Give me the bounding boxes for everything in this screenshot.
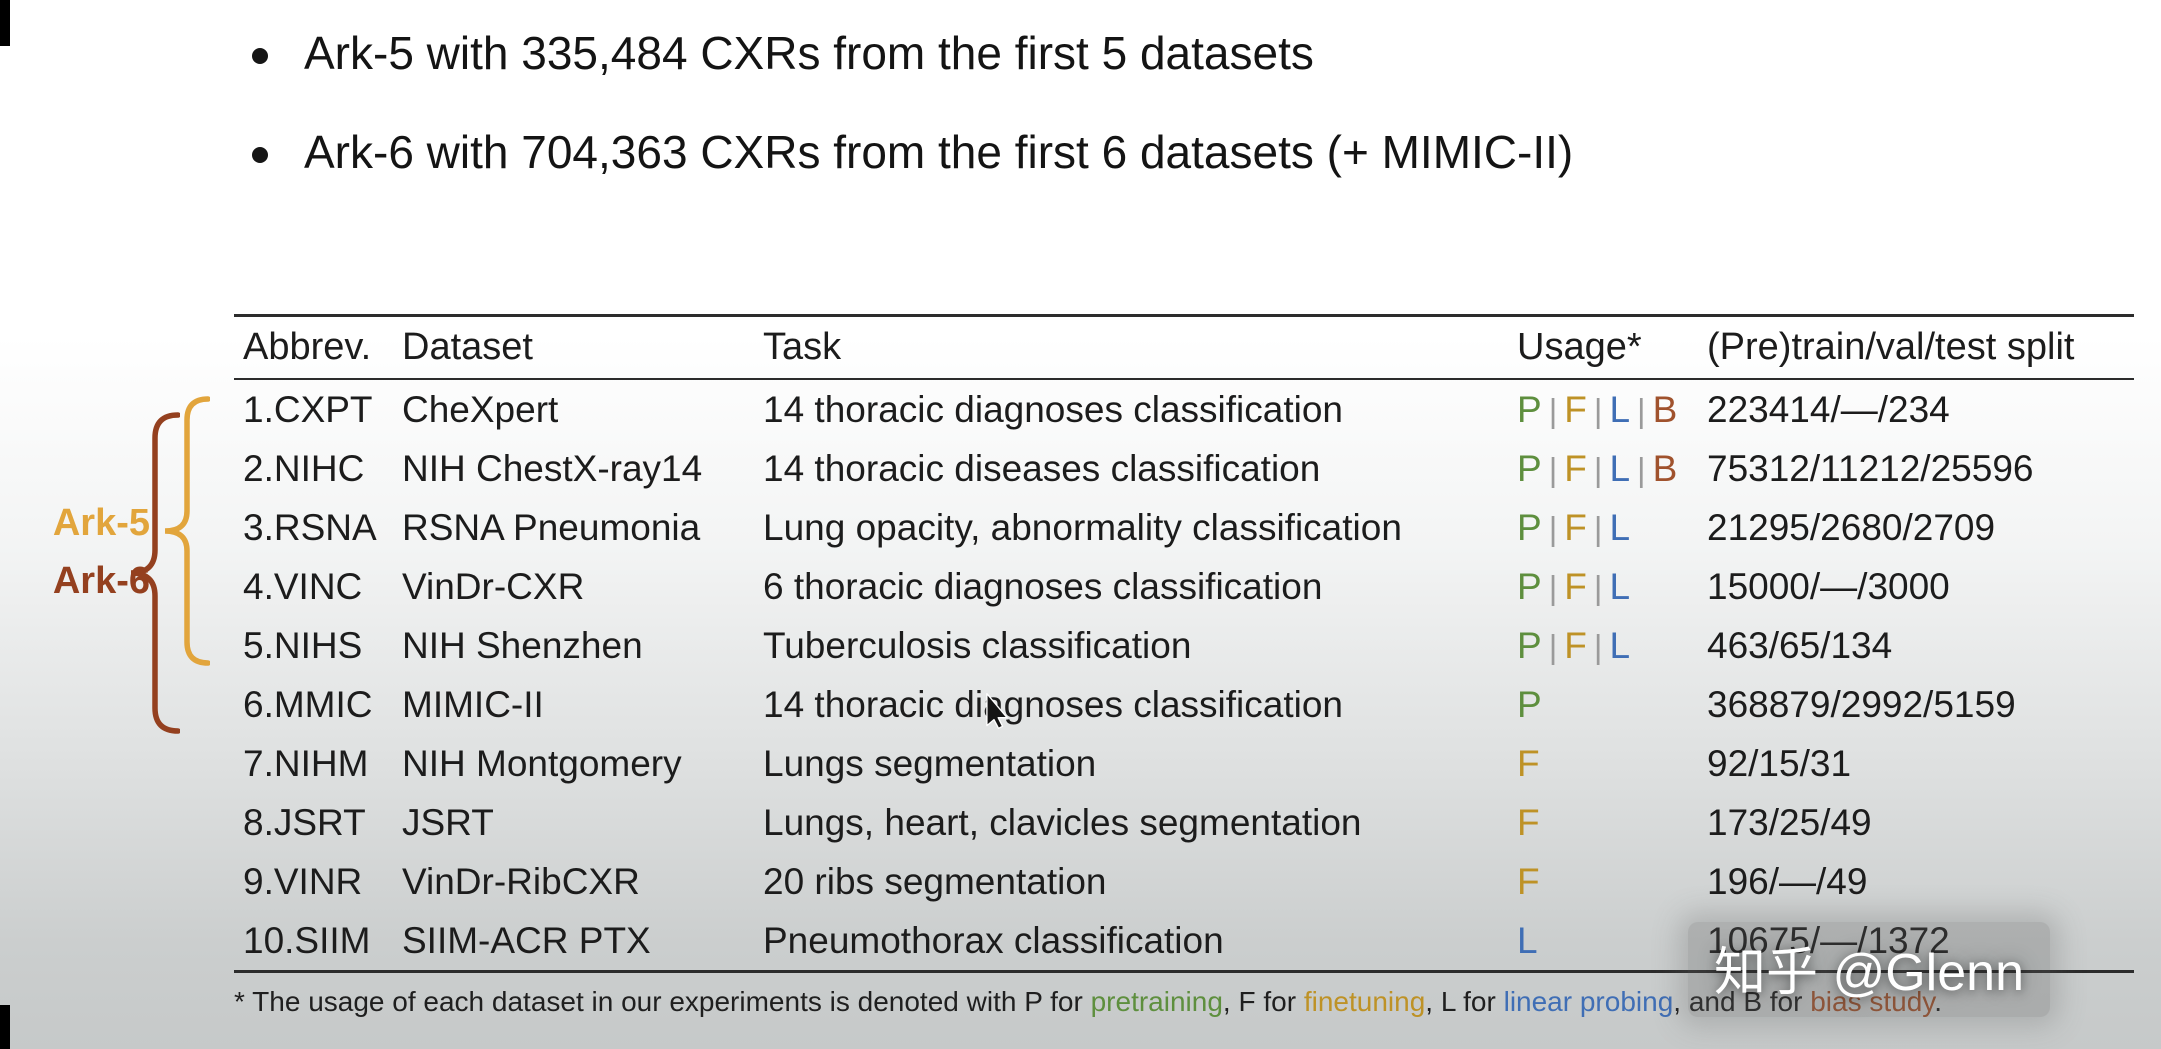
table-row: 7.NIHM NIH Montgomery Lungs segmentation… xyxy=(234,734,2134,793)
cell-usage: P | F | L | B xyxy=(1517,388,1678,430)
cell-usage: F xyxy=(1517,801,1540,843)
cell-task: Lungs, heart, clavicles segmentation xyxy=(763,801,1362,843)
cell-usage: P | F | L | B xyxy=(1517,447,1678,489)
bullet-text-ark6: Ark-6 with 704,363 CXRs from the first 6… xyxy=(304,126,1574,179)
cell-abbrev: 2.NIHC xyxy=(243,447,365,489)
cell-task: 6 thoracic diagnoses classification xyxy=(763,565,1323,607)
cell-split: 223414/—/234 xyxy=(1707,388,1950,430)
watermark: 知乎 @Glenn xyxy=(1688,922,2050,1017)
ark5-brace-path xyxy=(164,396,210,666)
ark5-curly-brace-icon xyxy=(164,396,210,666)
cell-split: 173/25/49 xyxy=(1707,801,1872,843)
cell-dataset: NIH Montgomery xyxy=(402,742,682,784)
cell-dataset: VinDr-CXR xyxy=(402,565,585,607)
cell-abbrev: 4.VINC xyxy=(243,565,363,607)
cell-usage: P | F | L xyxy=(1517,624,1631,666)
cell-usage: F xyxy=(1517,860,1540,902)
cell-split: 92/15/31 xyxy=(1707,742,1852,784)
cell-usage: P | F | L xyxy=(1517,506,1631,548)
cell-usage: L xyxy=(1517,919,1538,961)
table-row: 10.SIIM SIIM-ACR PTX Pneumothorax classi… xyxy=(234,911,2134,970)
cell-dataset: MIMIC-II xyxy=(402,683,544,725)
cell-task: Lungs segmentation xyxy=(763,742,1097,784)
bullet-list: Ark-5 with 335,484 CXRs from the first 5… xyxy=(252,26,1573,224)
cell-split: 75312/11212/25596 xyxy=(1707,447,2034,489)
letterbox-artifact-top xyxy=(0,0,10,46)
cell-task: 14 thoracic diseases classification xyxy=(763,447,1321,489)
cell-split: 463/65/134 xyxy=(1707,624,1893,666)
cell-task: Pneumothorax classification xyxy=(763,919,1224,961)
cell-split: 196/—/49 xyxy=(1707,860,1868,902)
cell-split: 21295/2680/2709 xyxy=(1707,506,1996,548)
cell-dataset: NIH Shenzhen xyxy=(402,624,643,666)
cell-abbrev: 10.SIIM xyxy=(243,919,371,961)
table-row: 2.NIHC NIH ChestX-ray14 14 thoracic dise… xyxy=(234,439,2134,498)
bullet-item: Ark-6 with 704,363 CXRs from the first 6… xyxy=(252,125,1573,180)
cell-task: 14 thoracic diagnoses classification xyxy=(763,388,1343,430)
cell-task: Tuberculosis classification xyxy=(763,624,1192,666)
cell-usage: F xyxy=(1517,742,1540,784)
cell-abbrev: 7.NIHM xyxy=(243,742,369,784)
ark5-label: Ark-5 xyxy=(52,502,150,544)
cell-dataset: JSRT xyxy=(402,801,494,843)
table-row: 3.RSNA RSNA Pneumonia Lung opacity, abno… xyxy=(234,498,2134,557)
datasets-table: Abbrev. Dataset Task Usage* (Pre)train/v… xyxy=(234,314,2134,973)
ark6-label: Ark-6 xyxy=(52,560,150,602)
table-header-row: Abbrev. Dataset Task Usage* (Pre)train/v… xyxy=(234,314,2134,380)
bullet-icon xyxy=(252,48,268,64)
cell-dataset: RSNA Pneumonia xyxy=(402,506,701,548)
cell-split: 368879/2992/5159 xyxy=(1707,683,2016,725)
cell-abbrev: 1.CXPT xyxy=(243,388,373,430)
ark6-brace-path xyxy=(130,412,180,734)
table-row: 1.CXPT CheXpert 14 thoracic diagnoses cl… xyxy=(234,380,2134,439)
cell-abbrev: 5.NIHS xyxy=(243,624,363,666)
bullet-icon xyxy=(252,147,268,164)
cell-split: 15000/—/3000 xyxy=(1707,565,1950,607)
table-row: 6.MMIC MIMIC-II 14 thoracic diagnoses cl… xyxy=(234,675,2134,734)
cell-dataset: CheXpert xyxy=(402,388,559,430)
cell-abbrev: 8.JSRT xyxy=(243,801,366,843)
cell-usage: P xyxy=(1517,683,1542,725)
cell-task: 20 ribs segmentation xyxy=(763,860,1107,902)
column-header-usage: Usage* xyxy=(1517,326,1642,368)
cell-dataset: SIIM-ACR PTX xyxy=(402,919,651,961)
cell-dataset: VinDr-RibCXR xyxy=(402,860,640,902)
letterbox-artifact-bottom xyxy=(0,1005,10,1049)
cell-task: 14 thoracic diagnoses classification xyxy=(763,683,1343,725)
bullet-text-ark5: Ark-5 with 335,484 CXRs from the first 5… xyxy=(304,27,1314,79)
table-row: 4.VINC VinDr-CXR 6 thoracic diagnoses cl… xyxy=(234,557,2134,616)
table-row: 8.JSRT JSRT Lungs, heart, clavicles segm… xyxy=(234,793,2134,852)
cell-dataset: NIH ChestX-ray14 xyxy=(402,447,703,489)
footnote: * The usage of each dataset in our exper… xyxy=(234,986,1943,1017)
cell-usage: P | F | L xyxy=(1517,565,1631,607)
column-header-task: Task xyxy=(763,326,842,368)
table-row: 9.VINR VinDr-RibCXR 20 ribs segmentation… xyxy=(234,852,2134,911)
cell-abbrev: 9.VINR xyxy=(243,860,363,902)
cell-abbrev: 6.MMIC xyxy=(243,683,373,725)
cell-abbrev: 3.RSNA xyxy=(243,506,377,548)
column-header-dataset: Dataset xyxy=(402,326,533,368)
cell-task: Lung opacity, abnormality classification xyxy=(763,506,1402,548)
table-body: 1.CXPT CheXpert 14 thoracic diagnoses cl… xyxy=(234,380,2134,973)
ark6-curly-brace-icon xyxy=(130,412,180,734)
cell-split: 10675/—/1372 xyxy=(1707,919,1950,961)
mouse-cursor-icon xyxy=(986,693,1008,729)
column-header-split: (Pre)train/val/test split xyxy=(1707,326,2075,368)
table-row: 5.NIHS NIH Shenzhen Tuberculosis classif… xyxy=(234,616,2134,675)
bullet-item: Ark-5 with 335,484 CXRs from the first 5… xyxy=(252,26,1573,81)
column-header-abbrev: Abbrev. xyxy=(243,326,372,368)
